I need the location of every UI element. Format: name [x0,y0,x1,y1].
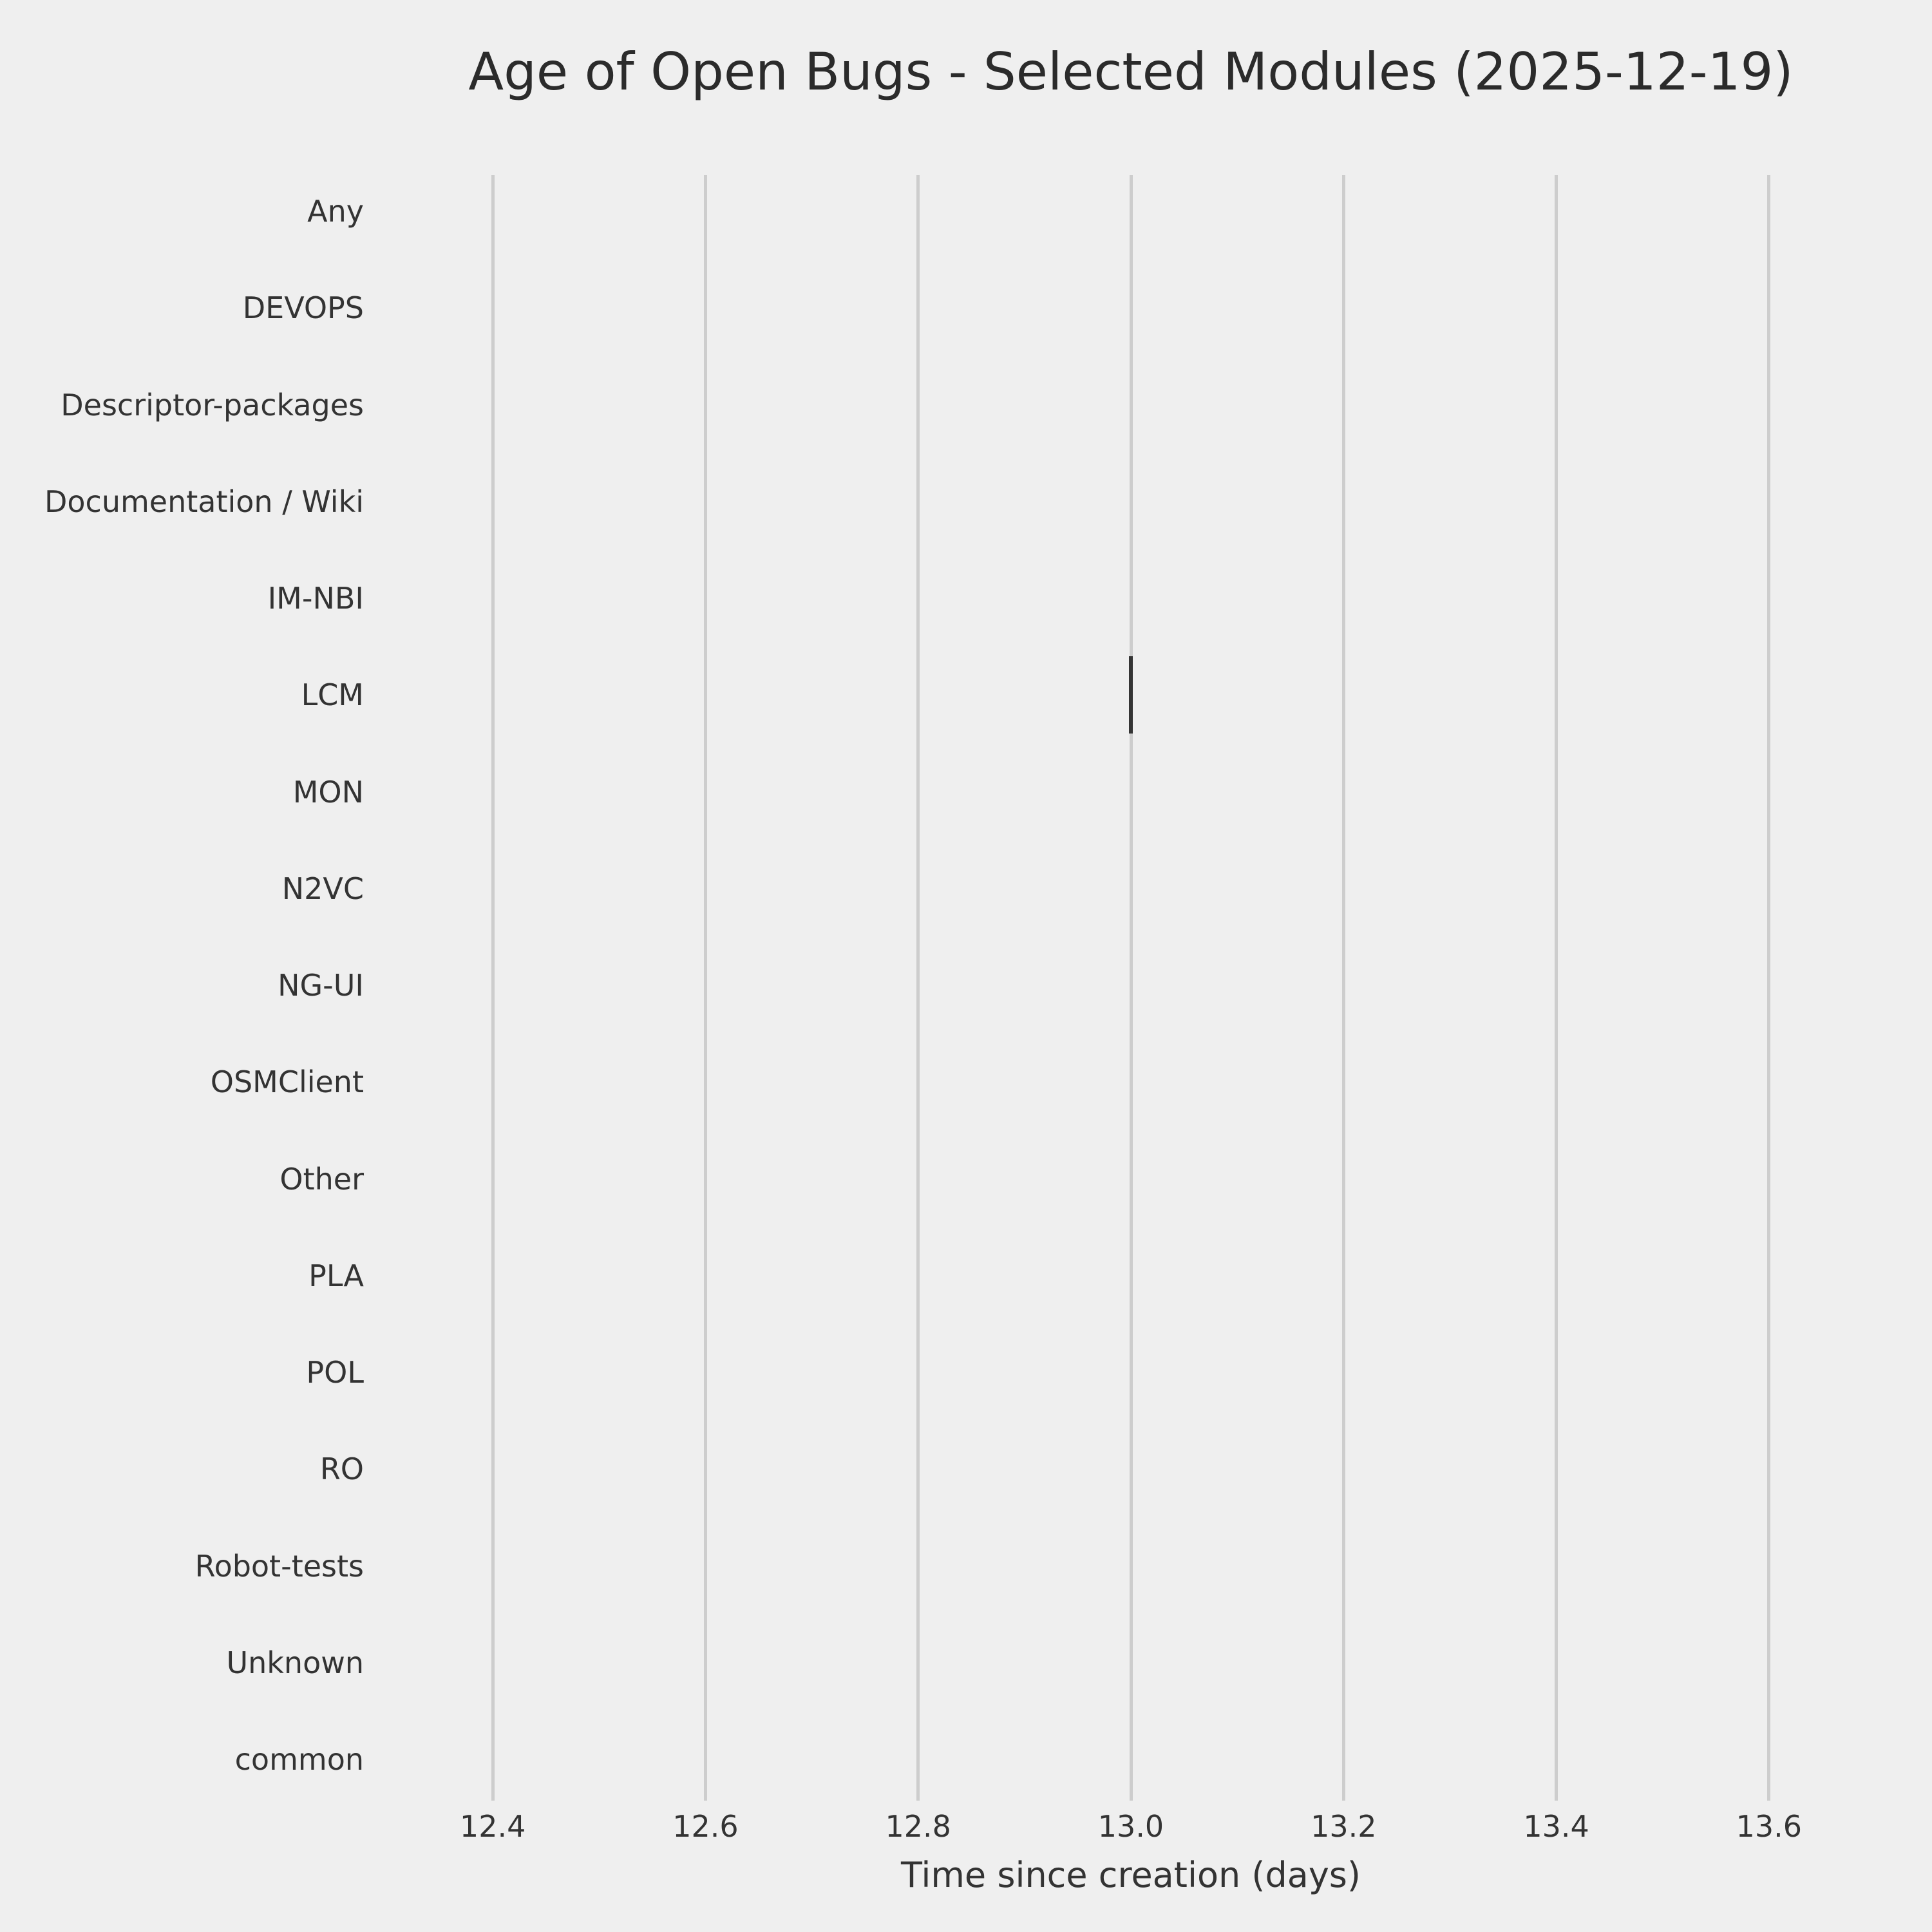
x-tick-label: 13.0 [1097,1809,1164,1844]
y-tick-label: Unknown [226,1645,364,1680]
y-tick-label: IM-NBI [267,581,364,616]
gridline-x-12.6 [703,175,707,1801]
y-tick-label: OSMClient [210,1065,364,1100]
y-tick-label: POL [306,1355,364,1390]
gridline-x-13.2 [1341,175,1345,1801]
y-tick-label: Robot-tests [194,1548,364,1584]
gridline-x-13.0 [1129,175,1133,1801]
y-tick-label: Descriptor-packages [61,387,364,422]
y-tick-label: NG-UI [278,968,364,1003]
x-tick-label: 13.6 [1736,1809,1803,1844]
y-tick-label: N2VC [281,871,364,906]
y-tick-label: Any [307,194,364,229]
x-tick-label: 12.4 [459,1809,526,1844]
gridline-x-13.6 [1767,175,1771,1801]
y-tick-label: Other [279,1161,364,1197]
gridline-x-12.4 [491,175,495,1801]
y-tick-label: Documentation / Wiki [44,484,364,519]
x-tick-label: 12.8 [885,1809,951,1844]
y-tick-label: DEVOPS [242,290,364,326]
x-axis-label: Time since creation (days) [901,1855,1361,1895]
y-tick-label: RO [319,1452,364,1487]
y-tick-label: common [234,1742,364,1777]
boxplot-mark-lcm [1129,656,1133,734]
y-tick-label: MON [292,774,364,810]
gridline-x-12.8 [916,175,920,1801]
y-tick-label: PLA [308,1258,364,1293]
x-tick-label: 12.6 [672,1809,739,1844]
chart-title: Age of Open Bugs - Selected Modules (202… [468,42,1794,102]
gridline-x-13.4 [1555,175,1558,1801]
y-tick-label: LCM [301,677,364,713]
x-tick-label: 13.4 [1523,1809,1589,1844]
x-tick-label: 13.2 [1311,1809,1377,1844]
